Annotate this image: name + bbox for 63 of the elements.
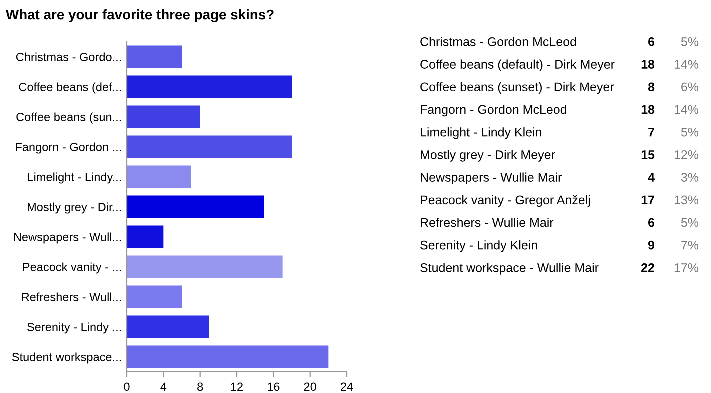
text: 8 xyxy=(648,82,655,92)
text: Student workspace - Wullie Mair xyxy=(420,263,599,275)
text: 4 xyxy=(648,173,655,182)
bar xyxy=(127,286,182,308)
y-tick-label: Refreshers - Wull... xyxy=(22,292,122,302)
text: Christmas - Gordon McLeod xyxy=(420,37,576,46)
y-tick-label: Coffee beans (def... xyxy=(19,82,122,94)
text: 6 xyxy=(648,218,655,228)
text: Serenity - Lindy Klein xyxy=(420,240,538,252)
x-tick-label: 0 xyxy=(124,382,130,392)
bar xyxy=(127,256,283,278)
text: 6 xyxy=(648,38,655,46)
text: 5% xyxy=(681,128,699,137)
text: Refreshers - Wullie Mair xyxy=(421,218,554,228)
text: Mostly grey - Dirk Meyer xyxy=(421,150,556,162)
text: Peacock vanity - Gregor Anželj xyxy=(421,195,590,208)
bar xyxy=(127,46,182,68)
text: 5% xyxy=(681,218,699,228)
text: 5% xyxy=(681,38,699,46)
bar xyxy=(127,166,192,188)
x-tick-label: 12 xyxy=(231,382,243,391)
bar xyxy=(127,76,292,98)
y-tick-label: Christmas - Gordo... xyxy=(16,52,122,62)
bar xyxy=(127,136,292,158)
y-tick-label: Coffee beans (sun... xyxy=(16,112,122,124)
y-tick-label: Newspapers - Wull... xyxy=(14,232,122,244)
bar xyxy=(127,316,210,338)
text: 3% xyxy=(681,173,699,182)
text: 13% xyxy=(674,196,699,205)
bar xyxy=(127,106,200,128)
x-tick-label: 4 xyxy=(160,382,167,391)
bar xyxy=(127,346,329,368)
text: 15 xyxy=(642,150,655,160)
y-tick-label: Peacock vanity - ... xyxy=(23,262,122,274)
text: Coffee beans (sunset) - Dirk Meyer xyxy=(420,82,614,94)
text: Fangorn - Gordon McLeod xyxy=(421,104,566,117)
text: 17% xyxy=(674,264,699,272)
text: Newspapers - Wullie Mair xyxy=(421,172,562,184)
text: 14% xyxy=(674,60,699,69)
x-tick-label: 20 xyxy=(304,382,316,392)
bar xyxy=(127,226,164,248)
text: 9 xyxy=(648,240,655,250)
y-tick-label: Student workspace... xyxy=(12,352,122,364)
y-tick-label: Mostly grey - Dir... xyxy=(28,202,122,214)
y-tick-label: Fangorn - Gordon ... xyxy=(16,142,122,154)
x-tick-label: 24 xyxy=(341,382,354,391)
text: 12% xyxy=(674,150,699,160)
y-tick-label: Limelight - Lindy... xyxy=(28,172,122,184)
text: 14% xyxy=(674,105,699,114)
text: Limelight - Lindy Klein xyxy=(421,128,542,140)
text: 7% xyxy=(682,240,699,250)
text: 18 xyxy=(642,105,655,114)
text: 22 xyxy=(642,264,654,272)
text: 18 xyxy=(642,60,655,69)
text: 17 xyxy=(642,196,654,204)
x-tick-label: 16 xyxy=(268,382,280,392)
text: Coffee beans (default) - Dirk Meyer xyxy=(420,60,615,72)
bar xyxy=(127,196,264,218)
text: 7 xyxy=(648,128,654,137)
text: 6% xyxy=(682,82,699,92)
y-tick-label: Serenity - Lindy ... xyxy=(28,322,122,334)
chart-title: What are your favorite three page skins? xyxy=(6,9,274,23)
x-tick-label: 8 xyxy=(198,382,204,392)
